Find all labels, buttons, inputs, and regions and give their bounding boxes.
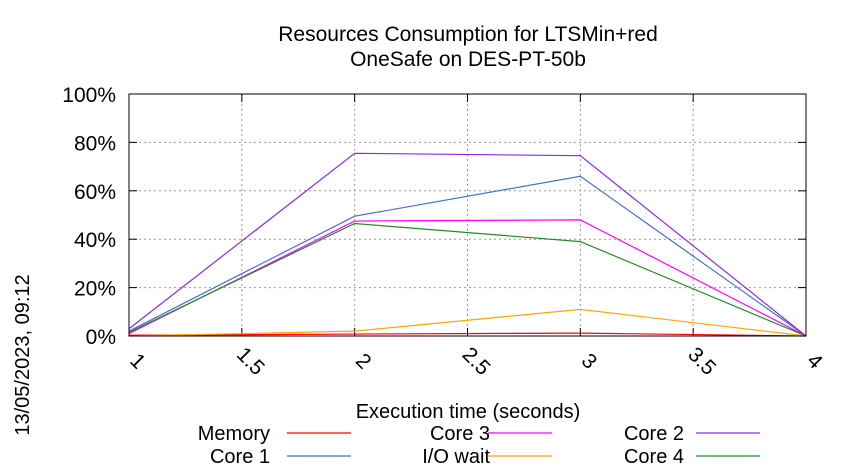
legend-label-core-1: Core 1 (210, 446, 270, 468)
y-tick-label: 40% (74, 229, 116, 252)
legend-label-core-2: Core 2 (624, 423, 684, 445)
series-line-memory (128, 332, 807, 337)
series-line-i-o-wait (128, 308, 807, 337)
series-line-core-3 (128, 219, 807, 337)
x-axis-ticks: 1 1.5 2 2.5 3 3.5 4 (125, 94, 827, 380)
plot-frame (128, 93, 807, 337)
chart-title: Resources Consumption for LTSMin+red (278, 23, 658, 46)
series-lines (128, 152, 807, 337)
series-line-core-1 (128, 175, 807, 337)
x-tick-label: 4 (802, 349, 827, 374)
x-tick-label: 1.5 (232, 343, 269, 380)
legend-label-core-4: Core 4 (624, 446, 684, 468)
y-tick-label: 80% (74, 132, 116, 155)
timestamp-label: 13/05/2023, 09:12 (12, 274, 34, 435)
chart-subtitle: OneSafe on DES-PT-50b (350, 48, 586, 71)
x-tick-label: 1 (125, 349, 150, 374)
y-tick-label: 0% (86, 326, 116, 349)
y-tick-label: 20% (74, 278, 116, 301)
legend-label-memory: Memory (198, 423, 270, 445)
series-line-core-2 (128, 152, 807, 337)
y-axis-ticks: 0% 20% 40% 60% 80% 100% (62, 84, 806, 349)
y-tick-label: 60% (74, 181, 116, 204)
x-tick-label: 3 (577, 349, 602, 374)
x-tick-label: 2.5 (458, 343, 495, 380)
x-tick-label: 3.5 (683, 343, 720, 380)
x-tick-label: 2 (351, 349, 376, 374)
series-line-core-4 (128, 222, 807, 337)
grid-lines (129, 94, 806, 336)
legend-label-core-3: Core 3 (430, 423, 490, 445)
x-axis-label: Execution time (seconds) (356, 401, 581, 423)
legend-label-i-o-wait: I/O wait (422, 446, 490, 468)
y-tick-label: 100% (62, 84, 116, 107)
